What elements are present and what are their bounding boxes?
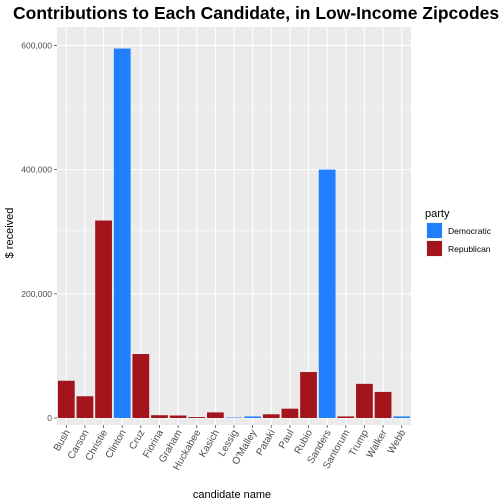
bar-paul bbox=[282, 409, 299, 418]
y-tick-label: 200,000 bbox=[21, 289, 52, 299]
y-axis-title: $ received bbox=[4, 208, 16, 259]
bar-kasich bbox=[207, 412, 224, 418]
bar-pataki bbox=[263, 414, 280, 418]
bar-omalley bbox=[244, 416, 261, 418]
bar-santorum bbox=[337, 416, 354, 418]
bar-clinton bbox=[114, 49, 131, 418]
plot-panel: 0200,000400,000600,000BushCarsonChristie… bbox=[21, 27, 411, 472]
y-tick-label: 400,000 bbox=[21, 165, 52, 175]
bar-lessig bbox=[226, 418, 243, 419]
bar-trump bbox=[356, 384, 373, 418]
bar-huckabee bbox=[188, 417, 205, 418]
x-axis-title: candidate name bbox=[193, 489, 271, 501]
y-tick-label: 0 bbox=[47, 413, 52, 423]
bar-rubio bbox=[300, 372, 317, 418]
bar-bush bbox=[58, 381, 75, 418]
bar-graham bbox=[170, 416, 187, 418]
bar-carson bbox=[77, 396, 94, 418]
legend: party Democratic Republican bbox=[425, 208, 492, 257]
x-tick-label: Webb bbox=[386, 428, 409, 456]
bar-sanders bbox=[319, 170, 336, 418]
bar-christie bbox=[95, 221, 112, 418]
bar-walker bbox=[375, 392, 392, 418]
bar-webb bbox=[393, 416, 410, 418]
chart-title: Contributions to Each Candidate, in Low-… bbox=[13, 3, 499, 23]
bar-cruz bbox=[132, 354, 149, 418]
y-tick-label: 600,000 bbox=[21, 40, 52, 50]
legend-title: party bbox=[425, 208, 450, 220]
bar-fiorina bbox=[151, 415, 168, 418]
legend-label-republican: Republican bbox=[448, 244, 491, 254]
legend-swatch-democratic bbox=[427, 223, 442, 238]
legend-swatch-republican bbox=[427, 241, 442, 256]
legend-label-democratic: Democratic bbox=[448, 226, 492, 236]
x-tick-label: Pataki bbox=[254, 428, 277, 458]
